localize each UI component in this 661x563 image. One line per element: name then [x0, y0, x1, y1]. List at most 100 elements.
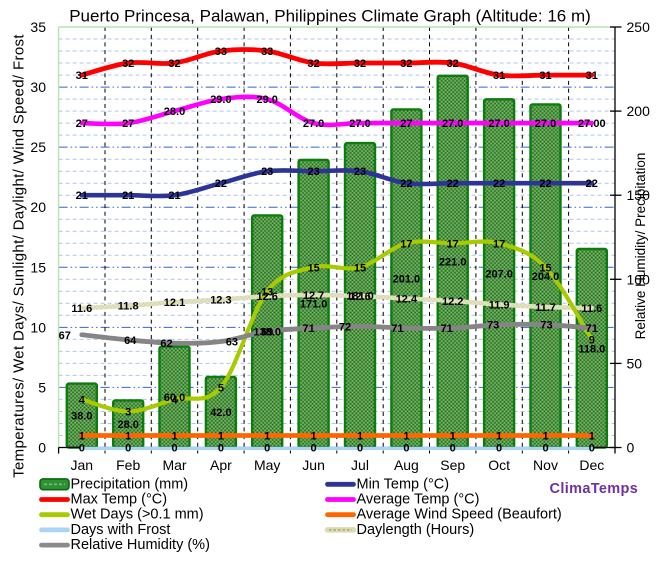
svg-text:Nov: Nov [533, 457, 558, 473]
svg-text:0: 0 [542, 443, 548, 455]
svg-text:11.6: 11.6 [71, 303, 92, 315]
svg-text:0: 0 [403, 443, 409, 455]
svg-text:Sep: Sep [440, 457, 465, 473]
svg-text:71: 71 [441, 323, 453, 335]
svg-text:138.0: 138.0 [253, 326, 281, 338]
svg-text:Relative Humidity (%): Relative Humidity (%) [71, 537, 210, 553]
svg-text:5: 5 [38, 379, 46, 395]
svg-text:62: 62 [160, 338, 172, 350]
svg-text:1: 1 [79, 431, 85, 443]
svg-text:71: 71 [302, 323, 314, 335]
svg-text:28.0: 28.0 [117, 419, 138, 431]
svg-text:12.4: 12.4 [396, 294, 418, 306]
svg-text:Daylength (Hours): Daylength (Hours) [357, 522, 475, 538]
svg-text:11.6: 11.6 [581, 303, 602, 315]
svg-text:32: 32 [168, 58, 180, 70]
svg-text:27.00: 27.00 [578, 118, 606, 130]
svg-text:22: 22 [400, 178, 412, 190]
svg-text:32: 32 [447, 58, 459, 70]
svg-text:0: 0 [218, 443, 224, 455]
svg-text:0: 0 [357, 443, 363, 455]
svg-text:250: 250 [627, 19, 651, 35]
svg-text:0: 0 [125, 443, 131, 455]
svg-text:17: 17 [447, 238, 459, 250]
svg-text:10: 10 [30, 319, 46, 335]
svg-text:27: 27 [76, 118, 88, 130]
svg-text:21: 21 [76, 190, 88, 202]
svg-text:May: May [254, 457, 280, 473]
svg-text:27.0: 27.0 [303, 118, 324, 130]
svg-text:Apr: Apr [210, 457, 232, 473]
svg-text:15: 15 [307, 262, 319, 274]
svg-text:71: 71 [586, 323, 598, 335]
svg-text:221.0: 221.0 [439, 257, 467, 269]
svg-text:12.6: 12.6 [256, 291, 277, 303]
svg-text:1: 1 [125, 431, 131, 443]
svg-text:Relative Humidity/ Precipitati: Relative Humidity/ Precipitation [633, 153, 648, 340]
svg-text:30: 30 [30, 79, 46, 95]
svg-text:0: 0 [79, 443, 85, 455]
svg-text:Puerto Princesa, Palawan, Phil: Puerto Princesa, Palawan, Philippines Cl… [69, 7, 591, 26]
svg-text:4: 4 [79, 394, 86, 406]
svg-text:23: 23 [354, 166, 366, 178]
svg-text:0: 0 [627, 440, 635, 456]
svg-text:Oct: Oct [488, 457, 510, 473]
svg-text:0: 0 [589, 443, 595, 455]
svg-text:42.0: 42.0 [210, 407, 231, 419]
svg-text:0: 0 [496, 443, 502, 455]
svg-text:Wet Days (>0.1 mm): Wet Days (>0.1 mm) [71, 507, 204, 523]
svg-text:Max Temp (°C): Max Temp (°C) [71, 492, 168, 508]
svg-text:1: 1 [496, 431, 502, 443]
svg-text:17: 17 [493, 238, 505, 250]
svg-text:15: 15 [539, 262, 551, 274]
svg-text:1: 1 [171, 431, 177, 443]
svg-text:Temperatures/ Wet Days/ Sunlig: Temperatures/ Wet Days/ Sunlight/ Daylig… [11, 34, 28, 478]
svg-text:201.0: 201.0 [393, 274, 421, 286]
svg-text:Precipitation (mm): Precipitation (mm) [71, 476, 189, 492]
svg-text:22: 22 [493, 178, 505, 190]
svg-text:150: 150 [627, 187, 651, 203]
svg-text:204.0: 204.0 [532, 271, 560, 283]
svg-text:20: 20 [30, 199, 46, 215]
svg-text:171.0: 171.0 [300, 299, 328, 311]
svg-text:67: 67 [59, 330, 71, 342]
svg-text:32: 32 [307, 58, 319, 70]
svg-text:5: 5 [218, 382, 224, 394]
svg-text:118.0: 118.0 [578, 343, 605, 355]
svg-text:207.0: 207.0 [485, 268, 513, 280]
svg-text:33: 33 [215, 46, 227, 58]
svg-text:1: 1 [311, 431, 317, 443]
svg-text:9: 9 [589, 334, 595, 346]
svg-text:Jul: Jul [351, 457, 369, 473]
svg-text:4: 4 [171, 394, 178, 406]
svg-text:22: 22 [539, 178, 551, 190]
svg-text:15: 15 [30, 259, 46, 275]
svg-text:ClimaTemps: ClimaTemps [550, 481, 639, 497]
svg-text:31: 31 [539, 70, 551, 82]
svg-text:32: 32 [122, 58, 134, 70]
svg-text:0: 0 [38, 440, 46, 456]
svg-text:181.0: 181.0 [346, 290, 374, 302]
svg-text:15: 15 [354, 262, 366, 274]
svg-text:22: 22 [215, 178, 227, 190]
svg-text:27: 27 [122, 118, 134, 130]
svg-text:60.0: 60.0 [164, 392, 185, 404]
svg-text:Mar: Mar [162, 457, 186, 473]
svg-text:Jan: Jan [71, 457, 94, 473]
svg-text:Average Temp (°C): Average Temp (°C) [357, 492, 480, 508]
svg-text:32: 32 [400, 58, 412, 70]
svg-text:33: 33 [261, 46, 273, 58]
svg-text:11.7: 11.7 [535, 302, 556, 314]
svg-text:50: 50 [627, 355, 643, 371]
svg-text:29.0: 29.0 [256, 94, 277, 106]
svg-text:1: 1 [403, 431, 409, 443]
svg-text:0: 0 [311, 443, 317, 455]
svg-text:1: 1 [450, 431, 456, 443]
svg-text:1: 1 [264, 431, 270, 443]
svg-text:Feb: Feb [116, 457, 140, 473]
svg-text:31: 31 [493, 70, 505, 82]
svg-text:73: 73 [487, 320, 499, 332]
svg-text:Jun: Jun [302, 457, 325, 473]
svg-text:72: 72 [339, 321, 351, 333]
svg-text:38.0: 38.0 [71, 411, 92, 423]
